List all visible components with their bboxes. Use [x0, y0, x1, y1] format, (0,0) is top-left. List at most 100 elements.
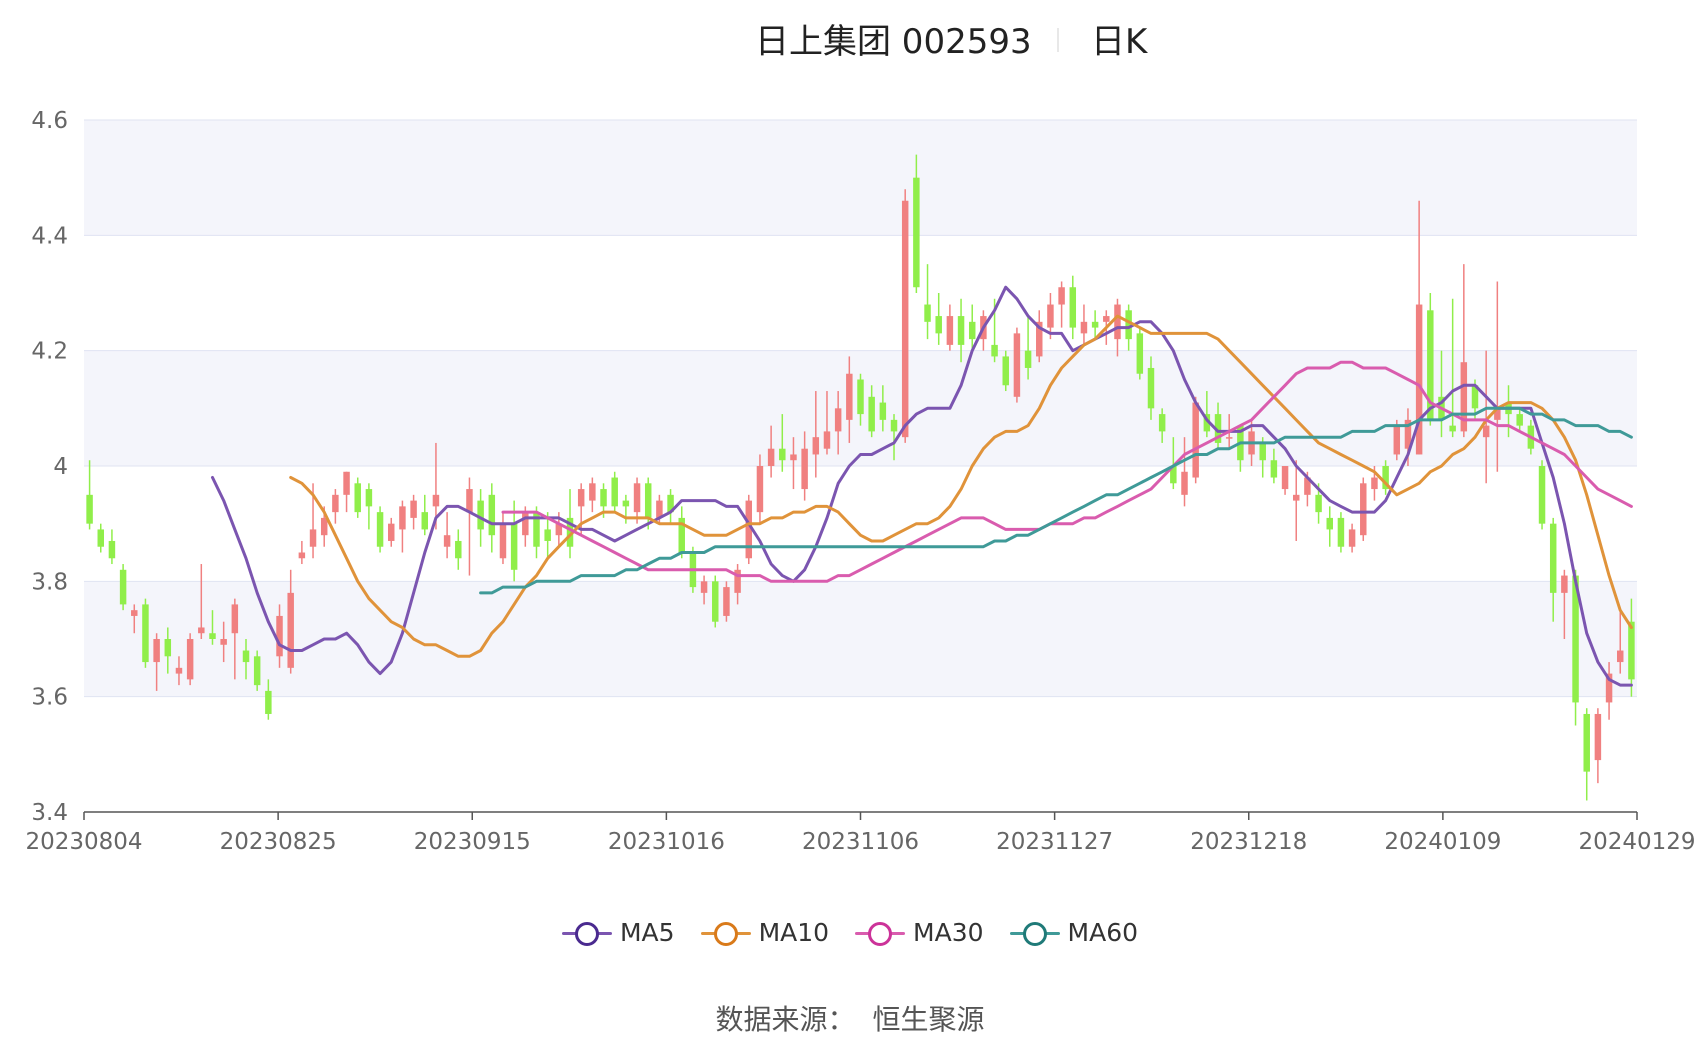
candle-body	[365, 489, 373, 507]
legend-item-ma10[interactable]: MA10	[700, 918, 829, 947]
candle	[399, 500, 406, 553]
candle	[1281, 466, 1289, 495]
candle-body	[443, 535, 451, 547]
candle	[1069, 275, 1077, 340]
candle-body	[1181, 471, 1188, 495]
candle	[1583, 708, 1590, 801]
title-divider	[1057, 28, 1059, 52]
candle-body	[946, 316, 954, 345]
candle	[287, 569, 294, 674]
candle	[1203, 391, 1211, 438]
candle-body	[466, 489, 473, 513]
candle-body	[209, 633, 216, 639]
y-tick-label: 4.6	[31, 108, 68, 134]
candle	[667, 489, 674, 524]
candle	[1292, 460, 1300, 541]
legend-marker-ma5	[561, 921, 612, 946]
candle-body	[913, 177, 920, 288]
candle-body	[756, 466, 764, 513]
x-tick-label: 20231016	[608, 829, 725, 855]
candle	[1058, 281, 1065, 328]
candle-body	[432, 494, 440, 507]
candle-body	[812, 437, 820, 455]
moving-average-lines	[211, 285, 1633, 687]
chart-title: 日上集团 002593 日K	[0, 10, 1700, 62]
candle-body	[577, 489, 585, 507]
legend-marker-ma10	[700, 921, 751, 946]
candle	[577, 483, 585, 536]
candle-body	[1348, 529, 1356, 547]
candle-body	[220, 639, 227, 645]
candle-body	[186, 639, 194, 680]
candle-body	[1091, 321, 1099, 328]
candle	[957, 298, 965, 363]
candle-body	[555, 523, 563, 536]
legend-item-ma60[interactable]: MA60	[1009, 918, 1139, 947]
candle-body	[455, 540, 462, 559]
candle	[510, 500, 518, 582]
candle-body	[1594, 713, 1602, 761]
candle	[1605, 662, 1613, 720]
candlestick-chart: 3.43.63.844.24.44.6 20230804 20230825 2023…	[25, 108, 1696, 855]
candle	[298, 540, 306, 565]
candle	[1214, 402, 1222, 449]
candle	[1136, 327, 1144, 380]
candle-body	[1203, 414, 1211, 432]
y-tick-label: 3.6	[31, 685, 68, 711]
candle	[1460, 264, 1468, 438]
candle-body	[1583, 713, 1590, 772]
legend-item-ma5[interactable]: MA5	[561, 918, 675, 947]
legend-item-ma30[interactable]: MA30	[855, 918, 984, 947]
candle-body	[667, 494, 674, 513]
candle	[1170, 437, 1177, 490]
candle-body	[1304, 477, 1311, 495]
candle-body	[1170, 466, 1177, 484]
candle-body	[1225, 437, 1233, 439]
candle	[644, 477, 652, 530]
x-tick-label: 20231106	[802, 829, 919, 855]
plot-band	[84, 235, 1637, 351]
candle-body	[868, 396, 875, 432]
candle-body	[968, 321, 976, 340]
x-axis: 20230804 20230825 20230915 20231016 20231106…	[25, 811, 1696, 855]
candle-body	[1628, 621, 1635, 680]
candle	[812, 391, 820, 478]
candle	[131, 604, 138, 634]
candle	[946, 304, 954, 351]
candle-body	[320, 517, 328, 536]
candle-body	[198, 627, 205, 634]
candle	[1382, 460, 1389, 495]
candle-body	[745, 500, 753, 559]
candle	[924, 264, 931, 340]
candle-body	[1326, 517, 1333, 530]
plot-background	[84, 120, 1637, 812]
legend: MA5 MA10 MA30 MA60	[0, 918, 1700, 947]
candle	[265, 679, 272, 720]
chart-title-period: 日K	[1091, 22, 1148, 62]
candle-body	[253, 656, 261, 686]
ma-line-ma5	[211, 285, 1633, 687]
candle-body	[108, 540, 116, 559]
candle-body	[510, 523, 518, 570]
candle	[209, 610, 216, 645]
candle-body	[119, 569, 127, 605]
candle	[410, 494, 417, 530]
candle	[1594, 708, 1602, 784]
x-tick-label: 20240129	[1578, 829, 1695, 855]
candle	[1549, 517, 1557, 622]
data-source-value: 恒生聚源	[872, 1003, 985, 1036]
candle	[633, 477, 641, 524]
candle-body	[153, 639, 160, 663]
candle	[443, 512, 451, 559]
x-tick-label: 20230804	[25, 829, 142, 855]
candle-body	[1538, 466, 1546, 524]
candle-body	[935, 316, 942, 334]
x-tick-label: 20231218	[1190, 829, 1307, 855]
candle-body	[499, 523, 507, 559]
candle-body	[901, 200, 909, 438]
legend-label-ma60: MA60	[1067, 918, 1139, 947]
candle	[1002, 350, 1009, 392]
candle-body	[1136, 333, 1144, 374]
candle	[968, 304, 976, 351]
candle	[1337, 512, 1345, 553]
